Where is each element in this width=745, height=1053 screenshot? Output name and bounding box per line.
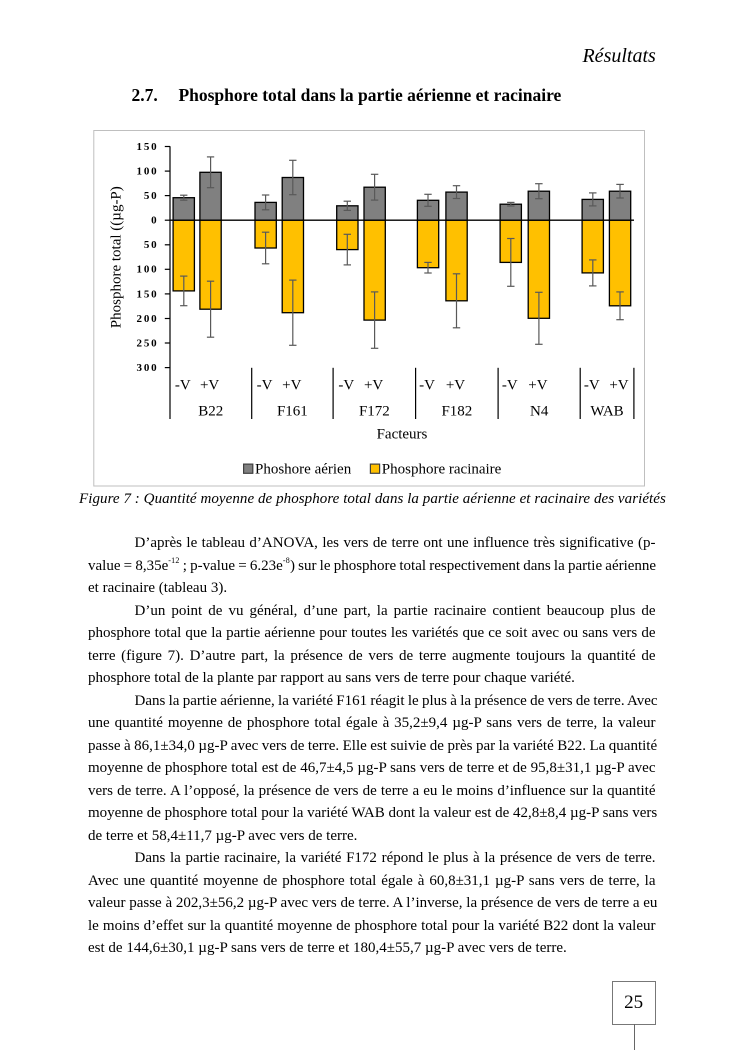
svg-text:Phosphore racinaire: Phosphore racinaire xyxy=(382,461,502,477)
svg-text:0: 0 xyxy=(151,313,157,325)
svg-text:0: 0 xyxy=(151,215,157,227)
svg-text:1: 1 xyxy=(137,166,143,178)
svg-text:5: 5 xyxy=(144,337,150,349)
svg-text:3: 3 xyxy=(137,362,143,374)
svg-text:0: 0 xyxy=(151,190,157,202)
svg-text:-V: -V xyxy=(257,377,273,393)
svg-text:5: 5 xyxy=(144,239,150,251)
svg-text:2: 2 xyxy=(137,337,143,349)
svg-text:1: 1 xyxy=(137,264,143,276)
svg-text:+V: +V xyxy=(364,377,383,393)
svg-text:0: 0 xyxy=(151,288,157,300)
svg-text:5: 5 xyxy=(144,288,150,300)
svg-text:-V: -V xyxy=(419,377,435,393)
svg-text:0: 0 xyxy=(144,264,150,276)
svg-text:0: 0 xyxy=(151,166,157,178)
svg-text:0: 0 xyxy=(151,337,157,349)
svg-text:0: 0 xyxy=(151,362,157,374)
svg-text:0: 0 xyxy=(144,313,150,325)
svg-text:-V: -V xyxy=(502,377,518,393)
svg-text:+V: +V xyxy=(528,377,547,393)
svg-text:+V: +V xyxy=(609,377,628,393)
svg-text:WAB: WAB xyxy=(590,403,623,419)
svg-text:0: 0 xyxy=(151,141,157,153)
svg-text:F182: F182 xyxy=(441,403,472,419)
svg-text:2: 2 xyxy=(137,313,143,325)
svg-text:Facteurs: Facteurs xyxy=(377,427,428,443)
svg-text:F161: F161 xyxy=(277,403,308,419)
svg-text:+V: +V xyxy=(200,377,219,393)
svg-text:0: 0 xyxy=(144,166,150,178)
svg-text:+V: +V xyxy=(446,377,465,393)
svg-text:-V: -V xyxy=(584,377,600,393)
svg-text:1: 1 xyxy=(137,141,143,153)
svg-text:0: 0 xyxy=(151,239,157,251)
svg-text:+V: +V xyxy=(282,377,301,393)
svg-text:0: 0 xyxy=(151,264,157,276)
svg-text:-V: -V xyxy=(338,377,354,393)
svg-text:5: 5 xyxy=(144,141,150,153)
svg-text:N4: N4 xyxy=(530,403,549,419)
svg-text:B22: B22 xyxy=(198,403,223,419)
svg-text:Phoshore aérien: Phoshore aérien xyxy=(255,461,352,477)
svg-text:F172: F172 xyxy=(359,403,390,419)
svg-text:Phosphore total ((µg-P): Phosphore total ((µg-P) xyxy=(108,186,124,328)
svg-text:0: 0 xyxy=(144,362,150,374)
svg-text:1: 1 xyxy=(137,288,143,300)
svg-text:-V: -V xyxy=(175,377,191,393)
svg-text:5: 5 xyxy=(144,190,150,202)
